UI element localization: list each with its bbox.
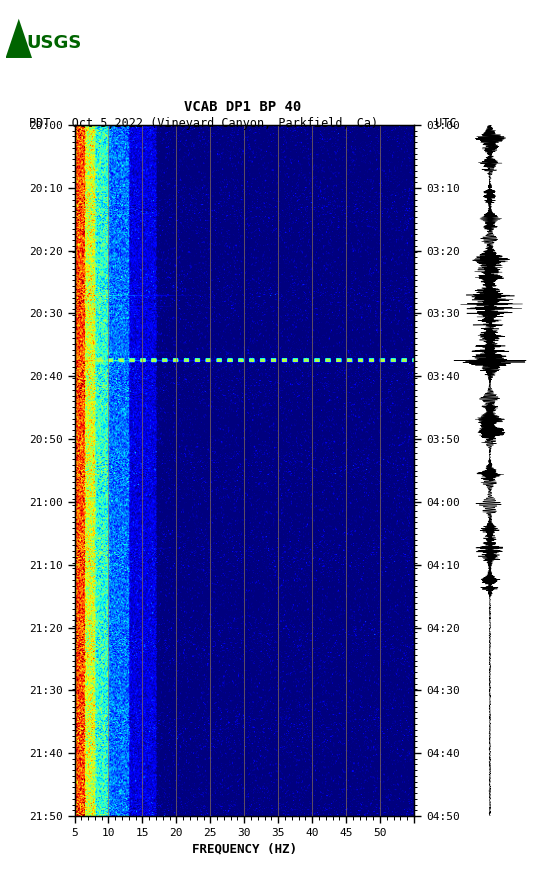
X-axis label: FREQUENCY (HZ): FREQUENCY (HZ) bbox=[192, 842, 297, 855]
Text: PDT   Oct 5,2022 (Vineyard Canyon, Parkfield, Ca)        UTC: PDT Oct 5,2022 (Vineyard Canyon, Parkfie… bbox=[29, 117, 457, 130]
Text: USGS: USGS bbox=[26, 34, 82, 53]
Polygon shape bbox=[6, 19, 32, 58]
Text: VCAB DP1 BP 40: VCAB DP1 BP 40 bbox=[184, 100, 301, 114]
